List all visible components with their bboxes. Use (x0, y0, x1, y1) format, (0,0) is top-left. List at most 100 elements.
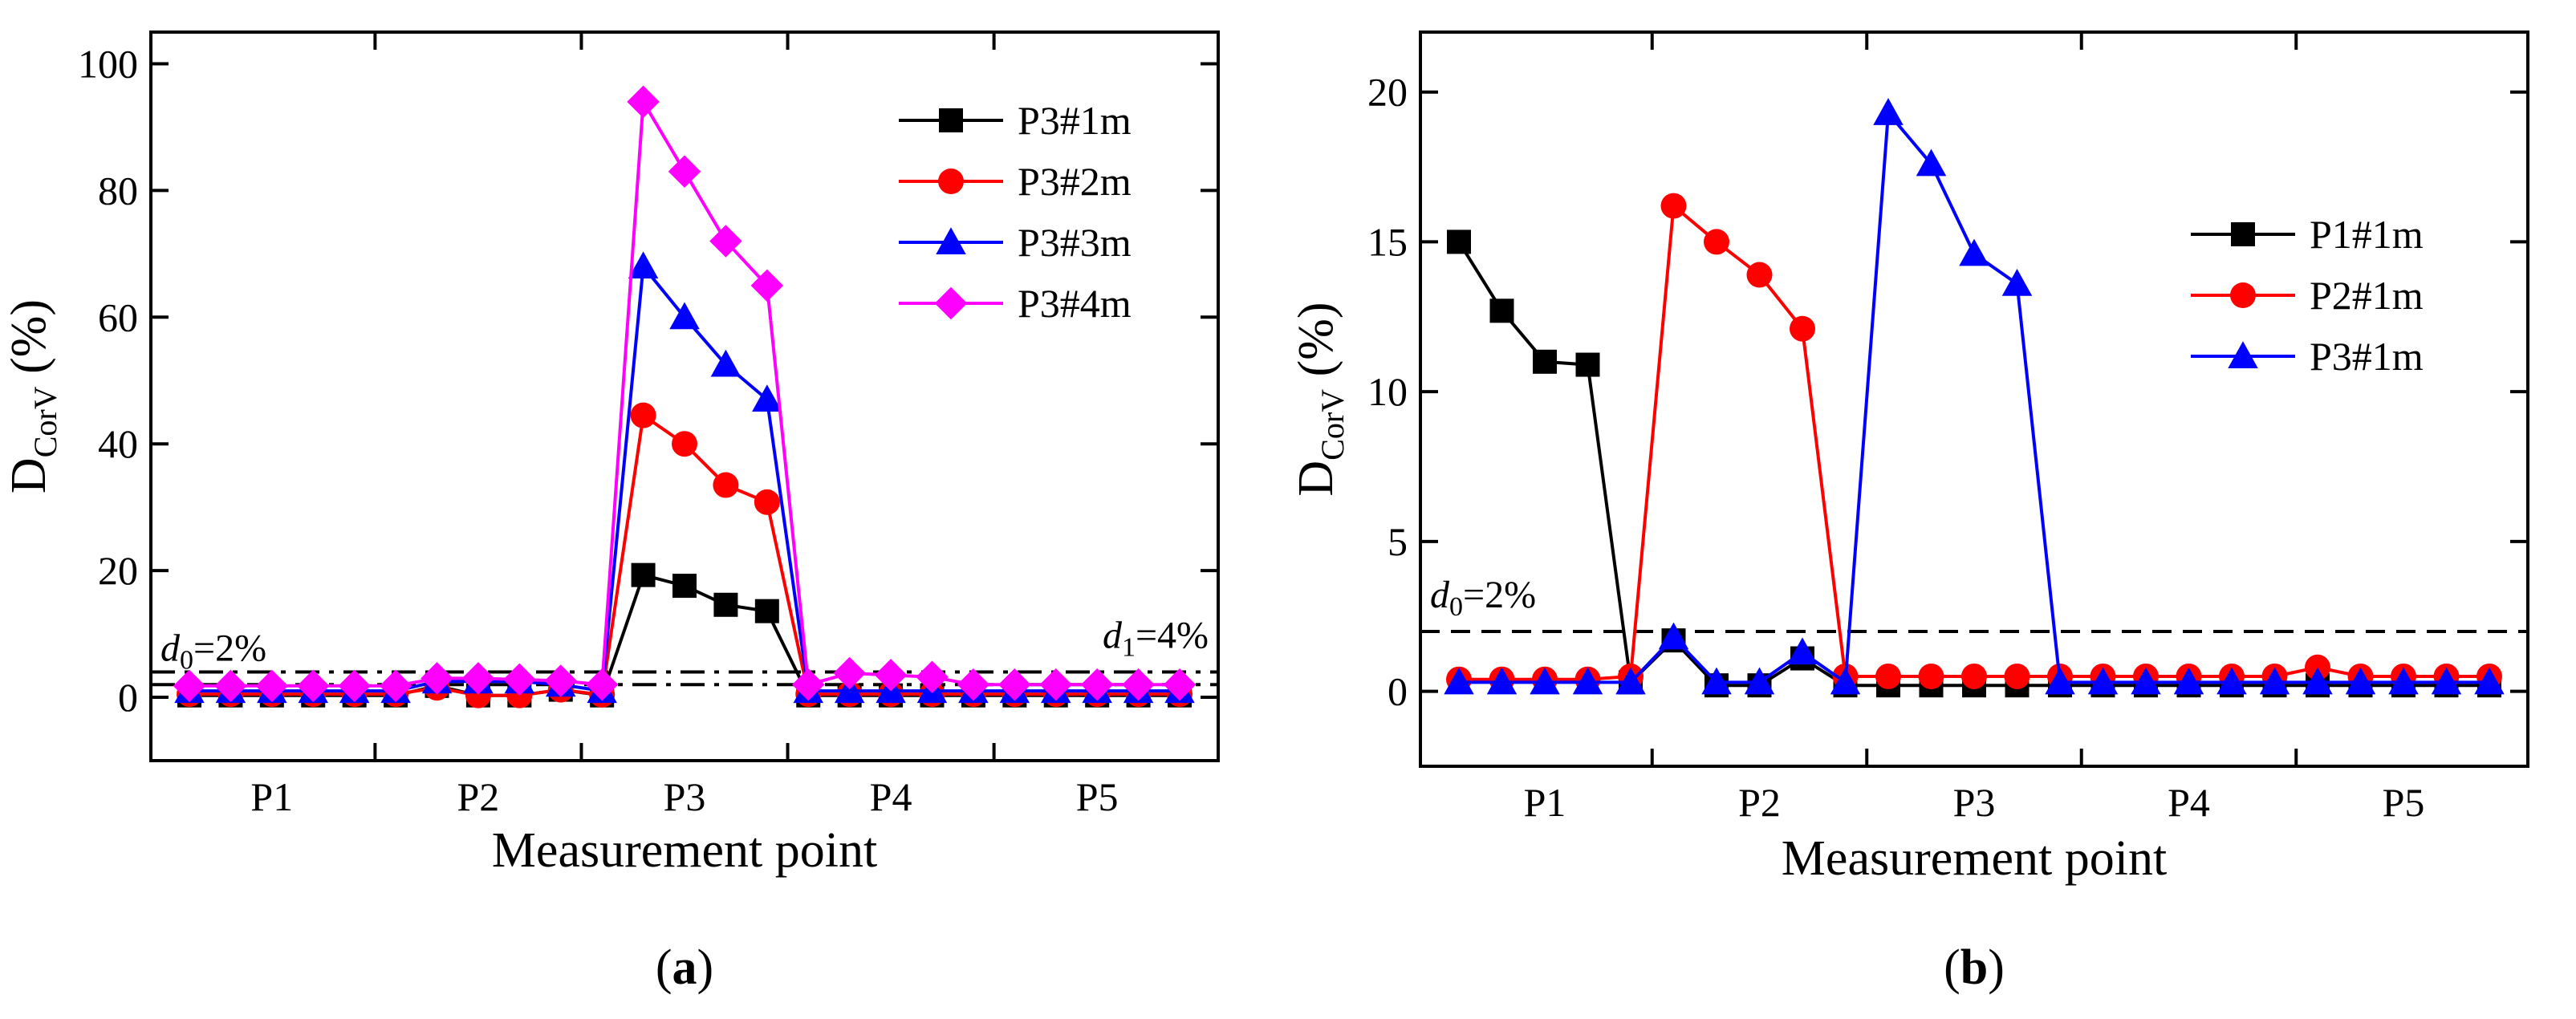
chart-b-x-tick-label: P2 (1738, 780, 1781, 825)
chart-a-y-tick-label: 60 (98, 294, 138, 339)
chart-a-series-p34m-point (833, 656, 866, 690)
chart-b-series-p31m-point (1873, 98, 1904, 125)
chart-b-series-p21m-point (1746, 262, 1773, 288)
chart-a-series-p33m-point (710, 349, 742, 377)
chart-a-series-p32m-line (189, 412, 1180, 697)
chart-b-series-p11m-point (1447, 229, 1471, 254)
chart-a-series-p33m-point (752, 384, 782, 412)
chart-b-series-p31m-point (2474, 667, 2505, 695)
chart-b-legend-p21m-label: P2#1m (2310, 273, 2424, 318)
threshold-subscript: 0 (180, 645, 193, 675)
chart-b-series-p21m-point (1660, 193, 1687, 219)
chart-a-series-p34m-point (709, 225, 742, 258)
chart-a-legend-p31m-label: P3#1m (1018, 98, 1132, 143)
chart-a-y-tick-label: 20 (98, 548, 138, 593)
chart-b-legend-p31m-marker (2228, 341, 2258, 368)
chart-a-y-tick-label: 40 (98, 421, 138, 466)
chart-a-series-p32m-point (713, 472, 739, 498)
chart-a-series-p31m-point (713, 592, 738, 617)
panel-letter: b (1960, 940, 1988, 995)
chart-a-series-p34m-point (957, 668, 990, 701)
chart-b-series-p21m-point (2004, 663, 2030, 689)
chart-a-series-p34m-point (421, 662, 453, 695)
threshold-value: =2% (193, 627, 266, 669)
panel-paren-open: ( (1944, 940, 1960, 995)
chart-b-series-p21m-point (1961, 663, 1987, 689)
chart-a-series-p34m-point (585, 668, 619, 701)
chart-a-x-tick-label: P2 (457, 774, 500, 819)
chart-a-series-p32m-point (672, 431, 697, 457)
chart-a-series-p34m-point (297, 669, 330, 703)
chart-a-series-p34m-point (503, 663, 536, 696)
chart-a-legend-p32m-marker (938, 168, 964, 194)
y-title-subscript: CorV (1314, 389, 1351, 461)
chart-a-series-p34m-point (1122, 668, 1155, 701)
chart-a-series-p33m-point (628, 251, 659, 279)
chart-b-series-p31m-point (1744, 667, 1775, 695)
chart-b-series-p21m-point (1875, 663, 1901, 689)
chart-b-x-tick-label: P5 (2383, 780, 2425, 825)
chart-a-series-p31m-point (631, 562, 656, 587)
chart-b-legend-p31m-label: P3#1m (2310, 334, 2424, 379)
chart-b-axes-frame (1419, 30, 2529, 768)
chart-a-series-p34m-point (792, 668, 825, 701)
chart-b-series-p31m-point (1615, 667, 1646, 695)
chart-a-legend-p31m-marker (939, 108, 963, 132)
chart-b-x-tick-label: P1 (1524, 780, 1566, 825)
chart-a-legend-p34m-label: P3#4m (1018, 281, 1132, 326)
y-title-unit: (%) (2, 299, 56, 386)
panel-paren-open: ( (656, 940, 672, 995)
chart-b-y-axis-title: DCorV (%) (1289, 302, 1351, 496)
chart-a-x-tick-label: P1 (250, 774, 293, 819)
chart-b-x-tick-label: P3 (1953, 780, 1996, 825)
panel-paren-close: ) (697, 940, 714, 995)
chart-a-series-p31m-point (754, 599, 779, 623)
threshold-value: =2% (1463, 574, 1536, 616)
chart-b-y-tick-label: 10 (1367, 369, 1408, 414)
chart-a-series-p34m-point (750, 269, 784, 302)
chart-a-y-axis-title: DCorV (%) (2, 299, 63, 493)
chart-a-x-tick-label: P4 (870, 774, 912, 819)
chart-b-series-p31m-point (2216, 667, 2247, 695)
chart-a-y-tick-label: 0 (118, 675, 138, 720)
chart-a-series-p34m-point (1039, 668, 1072, 701)
chart-a-y-tick-label: 100 (78, 41, 138, 86)
chart-a-series-p32m-point (754, 489, 780, 515)
chart-a-axes-frame (149, 30, 1220, 762)
chart-a-series-p34m-point (338, 669, 371, 703)
chart-a-legend-p32m-label: P3#2m (1018, 159, 1132, 204)
chart-a-x-tick-label: P5 (1076, 774, 1119, 819)
chart-a-series-p34m-point (173, 669, 206, 703)
chart-b-series-p21m-point (1918, 663, 1944, 689)
y-title-main: D (2, 457, 56, 493)
chart-a-series-p34m-point (255, 669, 289, 703)
chart-b-y-tick-label: 0 (1388, 669, 1408, 714)
chart-b-series-p31m-point (1444, 667, 1474, 695)
chart-b-series-p31m-point (2045, 667, 2075, 695)
chart-b-series-p31m-point (2001, 268, 2033, 296)
chart-b-series-p31m-point (2345, 667, 2376, 695)
chart-b-series-p31m-point (1959, 238, 1989, 266)
chart-b-series-p31m-point (2131, 667, 2161, 695)
chart-a-series-p34m-point (998, 668, 1031, 701)
threshold-symbol: d (160, 627, 181, 669)
y-title-subscript: CorV (27, 386, 63, 457)
panel-letter: a (672, 940, 697, 995)
chart-a-x-tick-label: P3 (664, 774, 706, 819)
chart-a-series-p34m-point (668, 155, 701, 188)
chart-a-series-p34m-point (627, 85, 660, 119)
chart-b-series-p31m-line (1459, 108, 2489, 686)
chart-b-series-p11m-point (1533, 349, 1557, 374)
chart-b-series-p31m-point (1530, 667, 1560, 695)
chart-a-series-p32m-point (630, 402, 656, 428)
chart-b-series-p31m-point (1486, 667, 1518, 695)
chart-a-legend-p33m-label: P3#3m (1018, 220, 1132, 265)
chart-a-series-p34m-point (461, 662, 495, 695)
threshold-symbol: d (1103, 614, 1123, 656)
chart-a-series-p31m-point (672, 574, 697, 599)
chart-b-y-tick-label: 15 (1367, 219, 1408, 264)
chart-b-series-p31m-point (1658, 622, 1689, 650)
chart-b-series-p21m-point (1704, 229, 1729, 255)
